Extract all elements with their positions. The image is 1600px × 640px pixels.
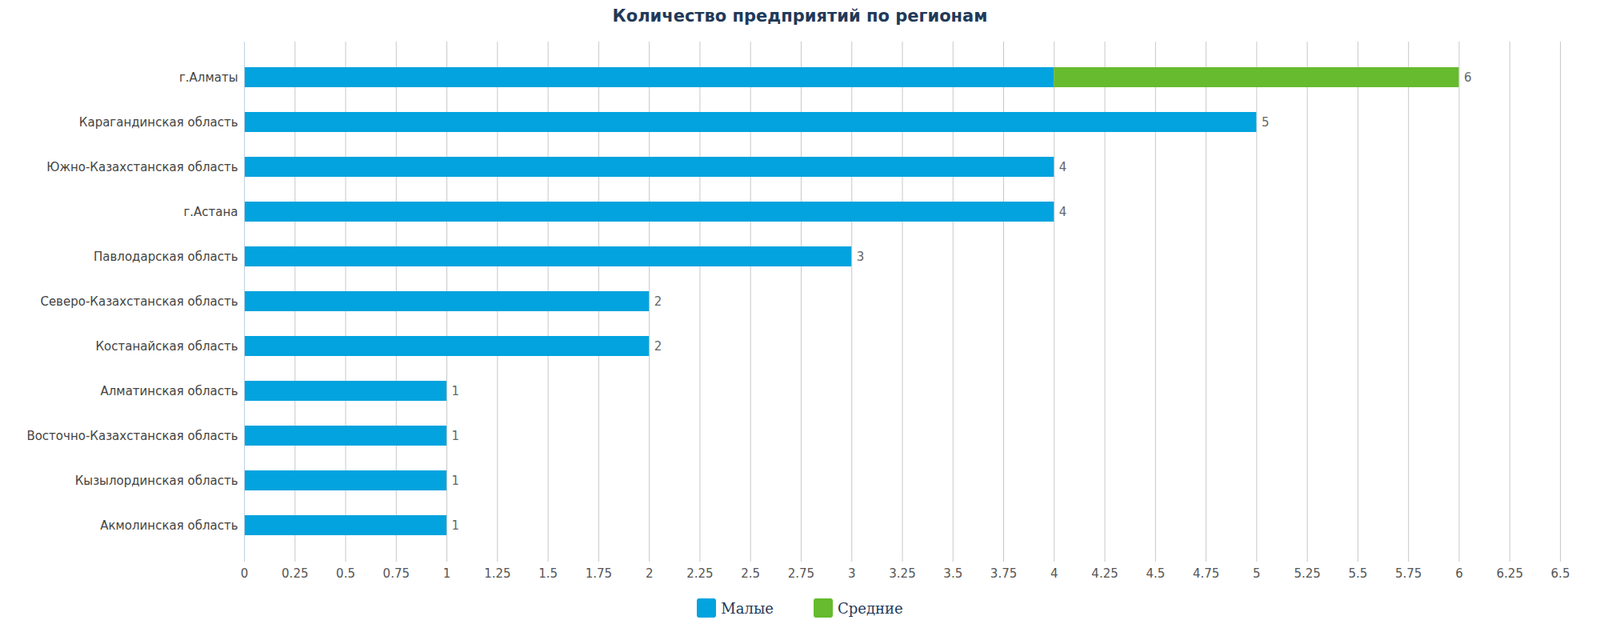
html-text:Средние: Средние xyxy=(837,599,903,617)
svg-text:5: 5 xyxy=(1252,566,1261,581)
svg-text:4: 4 xyxy=(1059,204,1068,220)
svg-text:1: 1 xyxy=(443,566,452,581)
svg-text:4: 4 xyxy=(1059,160,1068,175)
svg-text:Алматинская область: Алматинская область xyxy=(100,384,239,399)
svg-text:0.25: 0.25 xyxy=(281,566,308,581)
svg-text:2.75: 2.75 xyxy=(788,566,815,581)
svg-text:Карагандинская область: Карагандинская область xyxy=(79,115,239,130)
svg-text:Костанайская область: Костанайская область xyxy=(95,339,238,354)
svg-text:5.5: 5.5 xyxy=(1348,566,1368,581)
svg-text:3: 3 xyxy=(856,249,865,264)
svg-text:2: 2 xyxy=(654,294,663,309)
svg-text:Кызылординская область: Кызылординская область xyxy=(75,473,239,488)
svg-text:1.25: 1.25 xyxy=(484,566,511,581)
svg-text:Павлодарская область: Павлодарская область xyxy=(93,249,238,264)
svg-text:г.Алматы: г.Алматы xyxy=(179,70,239,85)
html-text:Количество предприятий по реги: Количество предприятий по регионам xyxy=(612,6,988,26)
svg-text:4.5: 4.5 xyxy=(1145,566,1165,581)
svg-text:1.5: 1.5 xyxy=(538,566,558,581)
svg-text:2: 2 xyxy=(654,339,663,354)
svg-text:3: 3 xyxy=(848,566,856,581)
svg-text:5: 5 xyxy=(1261,115,1270,130)
svg-text:1: 1 xyxy=(452,428,460,444)
svg-text:2: 2 xyxy=(645,566,654,581)
svg-text:0.5: 0.5 xyxy=(336,566,356,581)
svg-text:6.5: 6.5 xyxy=(1551,566,1571,581)
svg-text:1: 1 xyxy=(452,384,460,399)
svg-text:0: 0 xyxy=(240,566,249,581)
svg-text:0.75: 0.75 xyxy=(383,566,410,581)
svg-text:6: 6 xyxy=(1464,70,1472,85)
svg-text:Восточно-Казахстанская область: Восточно-Казахстанская область xyxy=(26,428,238,444)
svg-text:3.25: 3.25 xyxy=(888,566,916,581)
svg-text:2.5: 2.5 xyxy=(740,566,760,581)
svg-text:г.Астана: г.Астана xyxy=(183,204,238,220)
svg-text:6: 6 xyxy=(1455,566,1464,581)
svg-text:1: 1 xyxy=(452,473,460,488)
svg-text:1: 1 xyxy=(452,518,460,533)
svg-text:2.25: 2.25 xyxy=(686,566,713,581)
svg-text:Северо-Казахстанская область: Северо-Казахстанская область xyxy=(40,294,238,309)
svg-text:4.25: 4.25 xyxy=(1091,566,1118,581)
svg-text:5.25: 5.25 xyxy=(1293,566,1320,581)
svg-text:4.75: 4.75 xyxy=(1192,566,1220,581)
html-text:Малые: Малые xyxy=(721,599,774,617)
svg-text:4: 4 xyxy=(1050,566,1059,581)
svg-text:6.25: 6.25 xyxy=(1496,566,1524,581)
svg-text:5.75: 5.75 xyxy=(1395,566,1422,581)
svg-text:Южно-Казахстанская область: Южно-Казахстанская область xyxy=(46,160,238,175)
svg-text:3.75: 3.75 xyxy=(990,566,1017,581)
svg-text:1.75: 1.75 xyxy=(585,566,612,581)
svg-text:3.5: 3.5 xyxy=(943,566,963,581)
svg-text:Акмолинская область: Акмолинская область xyxy=(100,518,238,533)
